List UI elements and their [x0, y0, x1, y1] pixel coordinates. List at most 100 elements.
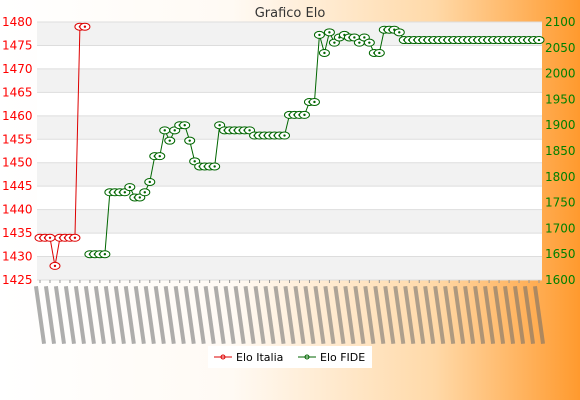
elo-fide-point-dot — [353, 36, 356, 39]
x-tick-label — [203, 286, 216, 344]
y-left-tick-label: 1450 — [2, 156, 33, 170]
x-tick-label — [63, 286, 76, 344]
y-left-tick-label: 1440 — [2, 203, 33, 217]
y-left-tick-label: 1465 — [2, 85, 33, 99]
elo-fide-point-dot — [537, 38, 541, 42]
legend-marker-italia — [220, 354, 226, 360]
x-tick-label — [53, 286, 66, 344]
x-tick-label — [263, 286, 276, 344]
elo-fide-point-dot — [123, 191, 127, 194]
x-tick-label — [373, 286, 386, 344]
x-tick-label — [253, 286, 266, 344]
elo-fide-point-dot — [143, 191, 146, 194]
x-tick-label — [273, 286, 286, 344]
x-tick-label — [532, 286, 546, 344]
plot-band — [37, 162, 542, 187]
x-tick-label — [343, 286, 356, 344]
x-tick-label — [163, 286, 176, 344]
elo-fide-point-dot — [188, 139, 191, 142]
x-tick-label — [283, 286, 296, 344]
elo-fide-point-dot — [193, 160, 196, 163]
legend-label-fide: Elo FIDE — [320, 351, 365, 364]
x-tick-label — [233, 286, 246, 344]
plot-area — [37, 22, 542, 280]
x-tick-label — [413, 286, 426, 344]
x-tick-label — [523, 286, 536, 344]
x-tick-label — [43, 286, 56, 344]
elo-fide-point-dot — [173, 129, 176, 132]
legend: Elo Italia Elo FIDE — [208, 346, 372, 368]
elo-fide-point-dot — [148, 180, 151, 184]
x-tick-label — [123, 286, 136, 344]
y-left-tick-label: 1435 — [2, 226, 33, 240]
series-elo-fide — [84, 25, 545, 259]
elo-italia-point-dot — [83, 25, 87, 28]
legend-box — [208, 346, 372, 368]
y-right-tick-label: 1950 — [545, 92, 576, 106]
x-tick-label — [93, 286, 106, 344]
elo-fide-point-dot — [358, 41, 361, 44]
elo-fide-point-dot — [138, 196, 141, 199]
elo-fide-point-dot — [158, 154, 161, 158]
x-tick-label — [453, 286, 466, 344]
x-tick-label — [183, 286, 196, 344]
y-left-tick-label: 1460 — [2, 109, 33, 123]
x-tick-label — [143, 286, 156, 344]
series-elo-italia — [34, 22, 91, 270]
y-axis-left: 1425 1430 1435 1440 1445 1450 1455 1460 1465 1470… — [2, 15, 33, 287]
x-tick-label — [193, 286, 206, 344]
plot-background — [37, 22, 542, 280]
x-tick-label — [303, 286, 316, 344]
y-left-tick-label: 1455 — [2, 132, 33, 146]
x-tick-label — [473, 286, 486, 344]
y-right-tick-label: 1800 — [545, 170, 576, 184]
x-tick-label — [213, 286, 226, 344]
elo-fide-point-dot — [103, 253, 107, 256]
x-axis-ticks — [33, 280, 546, 344]
x-tick-label — [353, 286, 366, 344]
x-tick-label — [363, 286, 376, 344]
y-right-tick-label: 1650 — [545, 247, 576, 261]
elo-fide-point-dot — [333, 41, 336, 44]
x-tick-label — [103, 286, 116, 344]
x-tick-label — [73, 286, 86, 344]
elo-fide-point-dot — [168, 139, 171, 142]
elo-fide-point-dot — [218, 124, 221, 127]
x-tick-label — [153, 286, 166, 344]
x-tick-label — [393, 286, 406, 344]
elo-fide-point-dot — [328, 31, 331, 34]
elo-italia-point-dot — [53, 264, 57, 268]
elo-fide-point-dot — [303, 113, 306, 117]
chart-title: Grafico Elo — [255, 6, 326, 21]
elo-fide-point-dot — [323, 51, 326, 55]
y-left-tick-label: 1470 — [2, 62, 33, 76]
x-tick-label — [83, 286, 96, 344]
x-tick-label — [173, 286, 186, 344]
x-tick-label — [243, 286, 256, 344]
x-tick-label — [113, 286, 126, 344]
plot-band — [37, 256, 542, 280]
elo-fide-point-dot — [183, 124, 186, 127]
x-tick-label — [383, 286, 396, 344]
plot-band — [37, 68, 542, 93]
y-left-tick-label: 1445 — [2, 179, 33, 193]
elo-fide-point-dot — [398, 31, 401, 34]
elo-italia-point-dot — [73, 236, 77, 239]
y-right-tick-label: 1750 — [545, 196, 576, 210]
y-right-tick-label: 2050 — [545, 41, 576, 55]
elo-fide-point-dot — [163, 129, 166, 132]
elo-fide-point-dot — [378, 51, 381, 55]
legend-label-italia: Elo Italia — [236, 351, 283, 364]
elo-italia-point-dot — [48, 236, 52, 239]
y-axis-right: 1600 1650 1700 1750 1800 1850 1900 1950 2000 2050… — [545, 15, 576, 287]
x-tick-label — [403, 286, 416, 344]
elo-fide-point-dot — [313, 100, 316, 104]
x-tick-label — [33, 286, 47, 344]
plot-band — [37, 209, 542, 234]
x-tick-label — [503, 286, 516, 344]
x-tick-label — [433, 286, 446, 344]
y-left-tick-label: 1480 — [2, 15, 33, 29]
y-right-tick-label: 1700 — [545, 221, 576, 235]
